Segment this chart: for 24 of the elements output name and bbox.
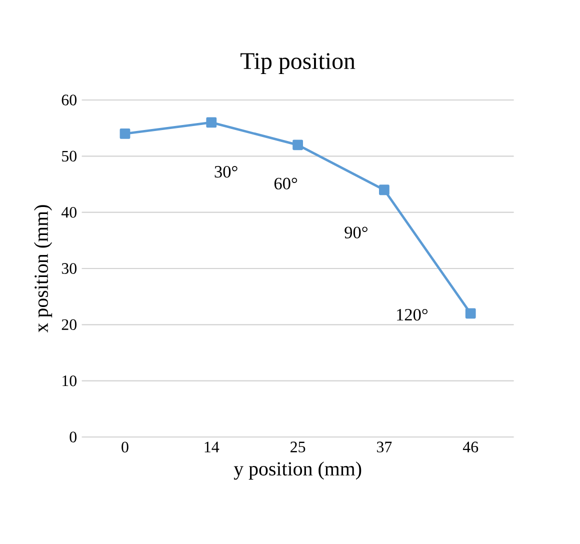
y-tick-label: 60 <box>62 94 76 106</box>
x-tick-label: 46 <box>462 442 478 452</box>
annotation: 60° <box>274 178 298 190</box>
x-tick-label: 0 <box>122 442 128 452</box>
annotation: 90° <box>344 226 368 238</box>
point <box>120 128 130 139</box>
y-axis-title: x position (mm) <box>34 205 52 333</box>
y-tick-label: 20 <box>62 319 76 330</box>
y-tick-label: 30 <box>62 263 76 274</box>
chart-title: Tip position <box>240 53 356 74</box>
annotation: 30° <box>214 166 238 178</box>
x-tick-label: 25 <box>290 442 306 452</box>
x-tick-label: 14 <box>204 442 220 452</box>
y-tick-label: 40 <box>61 206 76 218</box>
point <box>206 117 217 128</box>
x-axis-title: y position (mm) <box>234 462 362 480</box>
y-tick-label: 10 <box>62 375 76 386</box>
annotation: 120° <box>397 308 428 321</box>
point <box>465 308 476 319</box>
x-tick-label: 37 <box>377 442 392 452</box>
point <box>292 140 303 150</box>
y-tick-label: 0 <box>70 432 76 442</box>
point <box>379 184 390 196</box>
y-tick-label: 50 <box>62 150 76 162</box>
